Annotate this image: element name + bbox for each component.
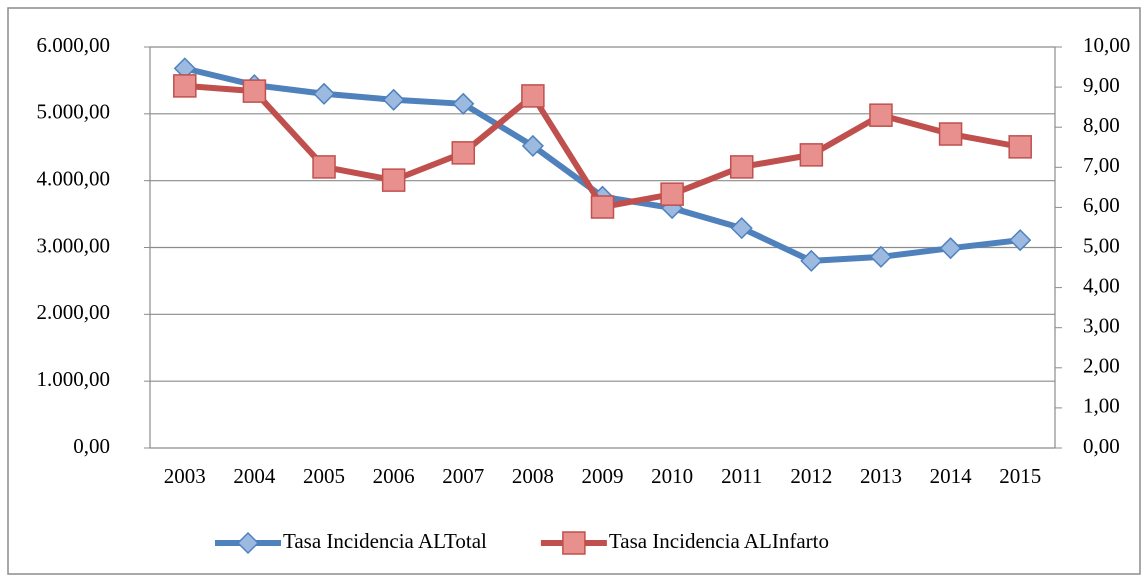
y2-tick-label: 9,00	[1083, 73, 1120, 97]
y2-tick-label: 10,00	[1083, 33, 1130, 57]
y-tick-label: 3.000,00	[37, 233, 111, 257]
data-point	[382, 88, 405, 111]
data-point	[869, 103, 893, 127]
y2-tick-label: 8,00	[1083, 113, 1120, 137]
data-point	[312, 155, 336, 179]
y2-tick-label: 6,00	[1083, 193, 1120, 217]
data-point	[1009, 229, 1032, 252]
data-point	[938, 122, 963, 146]
legend-label: Tasa Incidencia ALTotal	[283, 529, 487, 553]
x-tick-label: 2007	[442, 464, 484, 488]
y2-tick-label: 2,00	[1083, 354, 1120, 378]
x-tick-label: 2013	[860, 464, 902, 488]
x-tick-label: 2011	[721, 464, 762, 488]
x-tick-label: 2015	[999, 464, 1041, 488]
y2-tick-label: 7,00	[1083, 153, 1120, 177]
x-tick-label: 2004	[233, 464, 276, 488]
x-tick-label: 2012	[790, 464, 832, 488]
y-tick-label: 5.000,00	[37, 100, 111, 124]
x-tick-label: 2005	[303, 464, 345, 488]
data-point	[1008, 135, 1032, 159]
x-tick-label: 2010	[651, 464, 693, 488]
data-point	[939, 237, 962, 260]
legend-marker	[236, 531, 260, 555]
data-point	[660, 182, 684, 206]
y2-tick-label: 3,00	[1083, 314, 1120, 338]
x-tick-label: 2009	[582, 464, 624, 488]
y2-tick-label: 1,00	[1083, 394, 1120, 418]
x-tick-label: 2006	[373, 464, 415, 488]
data-point	[242, 79, 267, 103]
data-point	[521, 134, 544, 157]
data-point	[869, 245, 893, 268]
x-tick-label: 2003	[164, 464, 206, 488]
data-point	[799, 143, 824, 167]
x-tick-label: 2008	[512, 464, 554, 488]
y-tick-label: 1.000,00	[37, 367, 111, 391]
data-point	[451, 141, 476, 165]
legend-label: Tasa Incidencia ALInfarto	[609, 529, 829, 553]
data-point	[312, 82, 336, 105]
y-tick-label: 6.000,00	[37, 33, 111, 57]
data-point	[800, 249, 823, 272]
data-point	[452, 92, 475, 115]
y-tick-label: 2.000,00	[37, 300, 111, 324]
data-point	[590, 195, 615, 219]
y-tick-label: 4.000,00	[37, 166, 111, 190]
chart-frame	[7, 7, 1141, 575]
y2-tick-label: 0,00	[1083, 434, 1120, 458]
data-point	[173, 74, 197, 98]
x-tick-label: 2014	[930, 464, 973, 488]
data-point	[381, 168, 406, 192]
data-point	[730, 217, 753, 240]
y-tick-label: 0,00	[73, 434, 110, 458]
legend-marker	[562, 531, 586, 555]
data-point	[729, 155, 754, 179]
data-point	[521, 84, 545, 108]
y2-tick-label: 5,00	[1083, 233, 1120, 257]
y2-tick-label: 4,00	[1083, 273, 1120, 297]
